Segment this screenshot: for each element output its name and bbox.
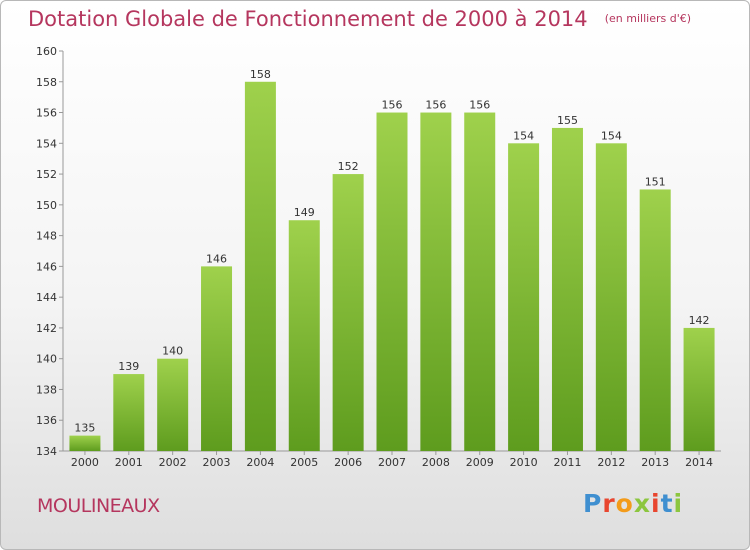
y-tick-label: 160 bbox=[36, 45, 57, 58]
y-tick-label: 156 bbox=[36, 107, 57, 120]
bar-2010 bbox=[508, 143, 540, 452]
x-tick-label: 2007 bbox=[378, 456, 406, 469]
value-label: 149 bbox=[294, 206, 315, 219]
value-label: 158 bbox=[250, 68, 271, 81]
logo-letter: x bbox=[633, 489, 651, 518]
x-tick-label: 2010 bbox=[510, 456, 538, 469]
bar-2002 bbox=[157, 358, 189, 451]
x-tick-label: 2014 bbox=[685, 456, 713, 469]
chart-axes: 134 136 138 140 142 144 146 148 150 152 154 156 158 1… bbox=[36, 45, 721, 458]
value-label: 139 bbox=[118, 360, 139, 373]
bar-2004 bbox=[244, 81, 276, 452]
y-tick-label: 142 bbox=[36, 322, 57, 335]
value-label: 156 bbox=[382, 99, 403, 112]
y-tick-label: 146 bbox=[36, 260, 57, 273]
y-tick-label: 148 bbox=[36, 230, 57, 243]
bar-2000 bbox=[69, 435, 101, 451]
logo-letter: r bbox=[602, 489, 616, 518]
x-tick-label: 2001 bbox=[115, 456, 143, 469]
value-label: 155 bbox=[557, 114, 578, 127]
value-label: 142 bbox=[689, 314, 710, 327]
y-tick-label: 158 bbox=[36, 76, 57, 89]
y-tick-label: 134 bbox=[36, 445, 57, 458]
x-tick-label: 2009 bbox=[466, 456, 494, 469]
x-tick-label: 2008 bbox=[422, 456, 450, 469]
y-tick-label: 140 bbox=[36, 353, 57, 366]
commune-name: MOULINEAUX bbox=[37, 495, 160, 517]
bar-2008 bbox=[420, 112, 452, 452]
value-label: 146 bbox=[206, 252, 227, 265]
y-tick-label: 154 bbox=[36, 137, 57, 150]
value-label: 152 bbox=[338, 160, 359, 173]
value-label: 156 bbox=[469, 99, 490, 112]
value-label: 135 bbox=[74, 422, 95, 435]
bar-2011 bbox=[551, 127, 583, 451]
logo-letter: P bbox=[583, 489, 603, 518]
x-tick-label: 2006 bbox=[334, 456, 362, 469]
y-tick-label: 144 bbox=[36, 291, 57, 304]
bar-2006 bbox=[332, 174, 364, 452]
logo-letter: o bbox=[615, 489, 634, 518]
x-tick-label: 2013 bbox=[641, 456, 669, 469]
logo-letter: i bbox=[651, 489, 661, 518]
chart-subtitle: (en milliers d'€) bbox=[604, 12, 692, 25]
bar-2007 bbox=[376, 112, 408, 452]
bar-2014 bbox=[683, 327, 715, 451]
value-label: 154 bbox=[601, 129, 622, 142]
bar-2012 bbox=[595, 143, 627, 452]
proxiti-logo: Proxiti bbox=[583, 489, 683, 518]
bar-2003 bbox=[201, 266, 233, 451]
bar-2009 bbox=[464, 112, 496, 452]
logo-letter: i bbox=[673, 489, 684, 518]
y-tick-label: 138 bbox=[36, 383, 57, 396]
x-tick-label: 2011 bbox=[553, 456, 581, 469]
x-tick-label: 2005 bbox=[290, 456, 318, 469]
y-tick-label: 150 bbox=[36, 199, 57, 212]
value-label: 156 bbox=[425, 99, 446, 112]
x-tick-label: 2012 bbox=[597, 456, 625, 469]
x-tick-label: 2003 bbox=[203, 456, 231, 469]
bar-2005 bbox=[288, 220, 320, 451]
y-tick-label: 136 bbox=[36, 414, 57, 427]
chart-bars bbox=[69, 81, 715, 452]
bar-2001 bbox=[113, 374, 145, 451]
logo-letter: t bbox=[660, 489, 674, 518]
value-label: 151 bbox=[645, 175, 666, 188]
x-tick-label: 2000 bbox=[71, 456, 99, 469]
value-label: 154 bbox=[513, 129, 534, 142]
bar-2013 bbox=[639, 189, 671, 451]
y-tick-label: 152 bbox=[36, 168, 57, 181]
chart-header: Dotation Globale de Fonctionnement de 20… bbox=[28, 7, 691, 31]
x-tick-label: 2002 bbox=[159, 456, 187, 469]
chart-labels: 135 2000 139 2001 140 2002 146 2003 158 2004 149 20… bbox=[71, 68, 713, 469]
value-label: 140 bbox=[162, 345, 183, 358]
chart-title: Dotation Globale de Fonctionnement de 20… bbox=[28, 7, 588, 31]
x-tick-label: 2004 bbox=[246, 456, 274, 469]
